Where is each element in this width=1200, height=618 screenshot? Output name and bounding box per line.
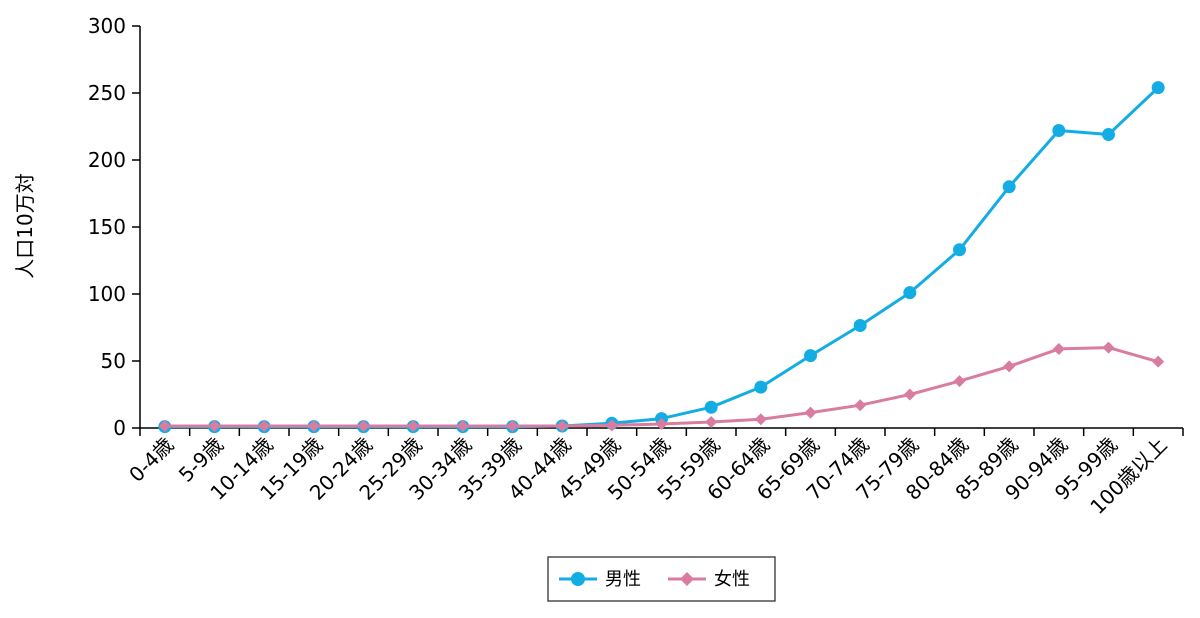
data-point <box>556 419 569 432</box>
data-point <box>754 380 768 394</box>
y-tick-label: 100 <box>88 282 126 306</box>
data-point <box>1003 360 1016 373</box>
data-point <box>704 400 718 414</box>
data-point <box>903 286 917 300</box>
data-point <box>655 417 668 430</box>
data-point <box>506 419 519 432</box>
y-axis: 0 50 100 150 200 250 300 <box>88 14 141 440</box>
data-point <box>258 419 271 432</box>
data-point <box>158 419 171 432</box>
legend-swatch-male-marker <box>571 572 585 586</box>
series-female <box>158 341 1165 432</box>
y-tick-label: 250 <box>88 81 126 105</box>
y-tick-label: 50 <box>101 349 126 373</box>
y-tick-label: 0 <box>113 416 126 440</box>
series-line <box>164 86 1160 429</box>
data-point <box>953 243 966 257</box>
y-tick-label: 300 <box>88 14 126 38</box>
series-male <box>158 81 1165 434</box>
data-point <box>208 419 221 432</box>
data-point <box>903 388 916 401</box>
data-point <box>357 419 370 432</box>
legend-label-male: 男性 <box>605 569 641 590</box>
data-point <box>804 406 817 419</box>
data-point <box>1052 124 1066 138</box>
x-axis: 0-4歳5-9歳10-14歳15-19歳20-24歳25-29歳30-34歳35… <box>124 427 1184 519</box>
data-point <box>605 419 618 432</box>
data-point <box>1151 81 1165 95</box>
y-tick-label: 200 <box>88 148 126 172</box>
data-point <box>307 419 320 432</box>
legend-swatch-female-marker <box>680 572 694 586</box>
data-point <box>754 413 767 426</box>
data-point <box>705 415 718 428</box>
data-point <box>456 419 469 432</box>
data-point <box>1052 342 1065 355</box>
series-layer <box>158 81 1165 434</box>
y-axis-title: 人口10万対 <box>13 173 37 278</box>
data-point <box>854 399 867 412</box>
legend: 男性 女性 <box>547 556 776 602</box>
y-tick-label: 150 <box>88 215 126 239</box>
data-point <box>953 375 966 388</box>
data-point <box>853 318 867 332</box>
data-point <box>1102 128 1115 142</box>
data-point <box>1002 180 1016 194</box>
data-point <box>1102 341 1115 354</box>
legend-label-female: 女性 <box>714 569 750 590</box>
x-tick-label: 0-4歳 <box>124 433 178 487</box>
data-point <box>1152 355 1165 368</box>
data-point <box>804 349 817 363</box>
data-point <box>407 419 420 432</box>
